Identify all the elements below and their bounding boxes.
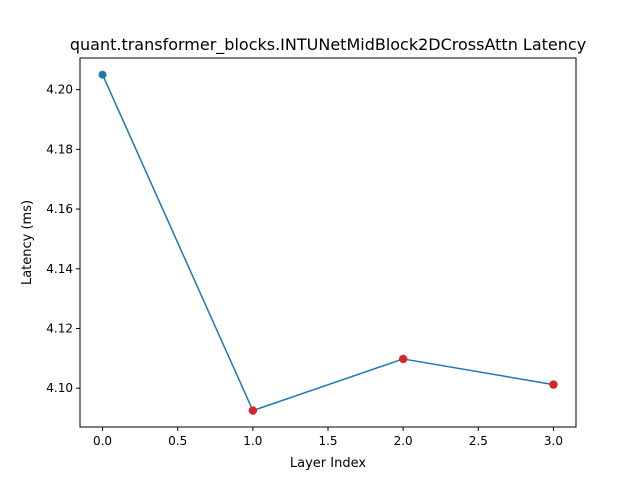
y-axis-label: Latency (ms) <box>20 200 35 285</box>
y-tick-label: 4.12 <box>46 321 73 335</box>
highlighted-point <box>398 354 408 364</box>
x-tick-label: 0.0 <box>93 434 112 448</box>
x-tick-label: 2.0 <box>394 434 413 448</box>
y-tick-label: 4.18 <box>46 142 73 156</box>
plot-frame <box>79 57 577 428</box>
x-tick-label: 1.5 <box>318 434 337 448</box>
x-tick-label: 0.5 <box>168 434 187 448</box>
x-axis-label: Layer Index <box>290 456 366 471</box>
y-axis-ticks: 4.10 4.12 4.14 4.16 4.18 4.20 <box>46 83 80 395</box>
series-lines <box>101 74 554 412</box>
x-tick-label: 1.0 <box>243 434 262 448</box>
highlighted-point <box>248 406 258 415</box>
x-tick-label: 2.5 <box>469 434 488 448</box>
x-axis-ticks: 0.0 0.5 1.0 1.5 2.0 2.5 3.0 <box>93 427 563 448</box>
x-tick-label: 3.0 <box>544 434 563 448</box>
series-line <box>101 74 554 412</box>
plot-area <box>80 58 576 427</box>
chart-title: quant.transformer_blocks.INTUNetMidBlock… <box>70 35 586 55</box>
highlighted-point <box>549 380 558 389</box>
y-tick-label: 4.14 <box>46 262 73 276</box>
y-tick-label: 4.16 <box>46 202 73 216</box>
data-point <box>98 70 107 79</box>
y-tick-label: 4.10 <box>46 381 73 395</box>
highlighted-points <box>248 354 558 415</box>
y-tick-label: 4.20 <box>46 83 73 97</box>
